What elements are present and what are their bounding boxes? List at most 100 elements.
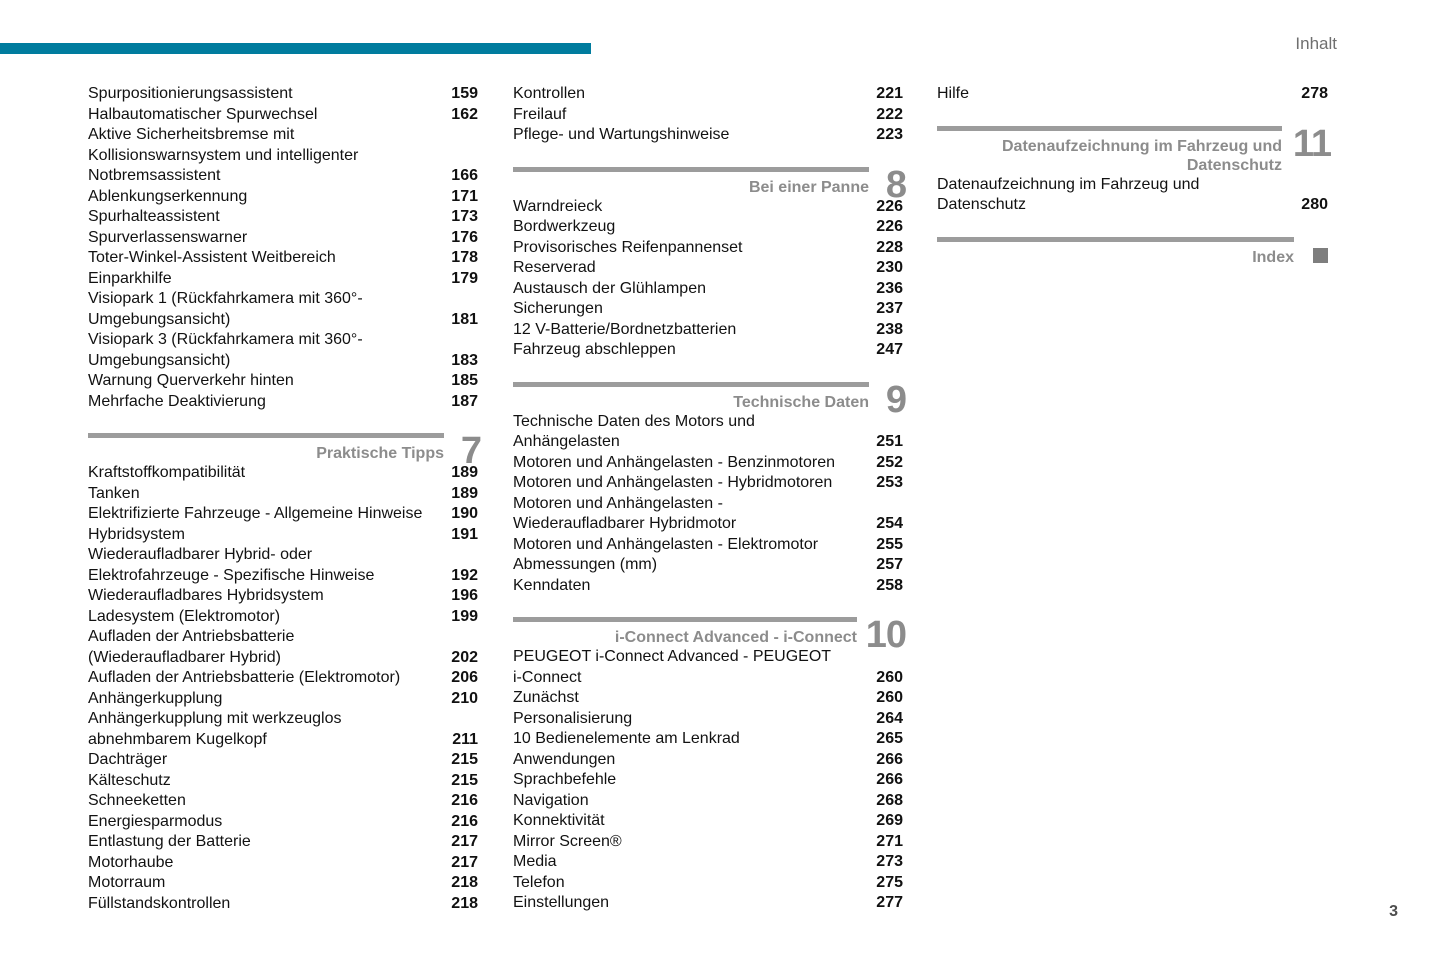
toc-entry[interactable]: Wiederaufladbarer Hybrid- oder Elektrofa…	[88, 545, 478, 586]
toc-entry-page: 178	[451, 249, 478, 266]
toc-entry[interactable]: Warnung Querverkehr hinten 185	[88, 371, 478, 392]
toc-entry[interactable]: Abmessungen (mm) 257	[513, 555, 903, 576]
toc-entry-page: 159	[451, 85, 478, 102]
toc-entry[interactable]: Motorhaube 217	[88, 853, 478, 874]
toc-entry-page: 280	[1301, 196, 1328, 213]
toc-entry[interactable]: Technische Daten des Motors und Anhängel…	[513, 412, 903, 453]
toc-entry-title: Kraftstoffkompatibilität	[88, 464, 246, 481]
toc-entry-title: Warnung Querverkehr hinten	[88, 372, 294, 389]
toc-entry-page: 230	[876, 259, 903, 276]
toc-entry[interactable]: Motoren und Anhängelasten - Wiederauflad…	[513, 494, 903, 535]
toc-entry-title: Media	[513, 853, 557, 870]
toc-entry[interactable]: Motorraum 218	[88, 873, 478, 894]
toc-entry[interactable]: Ladesystem (Elektromotor) 199	[88, 607, 478, 628]
toc-entry[interactable]: Visiopark 1 (Rückfahrkamera mit 360°- Um…	[88, 289, 478, 330]
toc-entry-title: Einstellungen	[513, 894, 610, 911]
toc-entry[interactable]: Tanken 189	[88, 484, 478, 505]
toc-entry[interactable]: Hybridsystem 191	[88, 525, 478, 546]
toc-entry[interactable]: Anhängerkupplung 210	[88, 689, 478, 710]
toc-entry-page: 216	[451, 792, 478, 809]
toc-entry-page: 187	[451, 392, 478, 410]
toc-entry[interactable]: Sprachbefehle 266	[513, 770, 903, 791]
toc-entry-title: Bordwerkzeug	[513, 218, 616, 235]
toc-entry[interactable]: Energiesparmodus 216	[88, 812, 478, 833]
toc-entry-page: 273	[876, 853, 903, 870]
toc-entry-page: 238	[876, 320, 903, 338]
toc-entry[interactable]: Kraftstoffkompatibilität 189	[88, 463, 478, 484]
toc-entry[interactable]: Schneeketten 216	[88, 791, 478, 812]
toc-entry[interactable]: Toter-Winkel-Assistent Weitbereich 178	[88, 248, 478, 269]
toc-entry[interactable]: Bordwerkzeug 226	[513, 217, 903, 238]
toc-entry[interactable]: Datenaufzeichnung im Fahrzeug und Datens…	[937, 175, 1328, 216]
toc-entry[interactable]: Freilauf 222	[513, 105, 903, 126]
toc-entry-page: 189	[451, 464, 478, 481]
toc-entry-title: Technische Daten des Motors und Anhängel…	[513, 412, 755, 451]
toc-entry[interactable]: Aufladen der Antriebsbatterie (Elektromo…	[88, 668, 478, 689]
toc-entry[interactable]: Wiederaufladbares Hybridsystem 196	[88, 586, 478, 607]
toc-entry[interactable]: Reserverad 230	[513, 258, 903, 279]
toc-entry[interactable]: Pflege- und Wartungshinweise 223	[513, 125, 903, 146]
toc-entry[interactable]: Telefon 275	[513, 873, 903, 894]
toc-entry-title: PEUGEOT i-Connect Advanced - PEUGEOT i-C…	[513, 648, 832, 686]
toc-entry-title: Motoren und Anhängelasten - Hybridmotore…	[513, 474, 833, 491]
toc-entry-page: 166	[451, 167, 478, 184]
toc-entry[interactable]: Hilfe 278	[937, 84, 1328, 105]
toc-entry[interactable]: Media 273	[513, 852, 903, 873]
toc-entry[interactable]: Warndreieck 226	[513, 197, 903, 218]
section-title: i-Connect Advanced - i-Connect	[614, 629, 857, 646]
toc-entry[interactable]: Aufladen der Antriebsbatterie (Wiederauf…	[88, 627, 478, 668]
chapter-number: 11	[1292, 122, 1332, 165]
toc-entry[interactable]: Spurverlassenswarner 176	[88, 228, 478, 249]
toc-entry[interactable]: Anwendungen 266	[513, 750, 903, 771]
toc-entry[interactable]: Kontrollen 221	[513, 84, 903, 105]
toc-entry-title: Sprachbefehle	[513, 771, 617, 788]
toc-entry[interactable]: Halbautomatischer Spurwechsel 162	[88, 105, 478, 126]
toc-entry[interactable]: Motoren und Anhängelasten - Benzinmotore…	[513, 453, 903, 474]
toc-entry[interactable]: Motoren und Anhängelasten - Hybridmotore…	[513, 473, 903, 494]
toc-entry-title: Elektrifizierte Fahrzeuge - Allgemeine H…	[88, 505, 423, 522]
toc-entry[interactable]: Ablenkungserkennung 171	[88, 187, 478, 208]
toc-entry[interactable]: Anhängerkupplung mit werkzeuglos abnehmb…	[88, 709, 478, 750]
toc-entry-title: Füllstandskontrollen	[88, 894, 231, 912]
toc-entry[interactable]: PEUGEOT i-Connect Advanced - PEUGEOT i-C…	[513, 647, 903, 688]
toc-entry[interactable]: Einstellungen 277	[513, 893, 903, 914]
toc-entry[interactable]: Provisorisches Reifenpannenset 228	[513, 238, 903, 259]
toc-entry[interactable]: Fahrzeug abschleppen 247	[513, 340, 903, 361]
toc-entry[interactable]: Zunächst 260	[513, 688, 903, 709]
toc-entry-title: Provisorisches Reifenpannenset	[513, 238, 743, 256]
toc-entry[interactable]: Aktive Sicherheitsbremse mit Kollisionsw…	[88, 125, 478, 187]
toc-entry[interactable]: Spurhalteassistent 173	[88, 207, 478, 228]
toc-entry[interactable]: Navigation 268	[513, 791, 903, 812]
toc-entry[interactable]: Füllstandskontrollen 218	[88, 894, 478, 915]
toc-entry-title: Kenndaten	[513, 576, 591, 594]
toc-entry[interactable]: Entlastung der Batterie 217	[88, 832, 478, 853]
toc-entry-page: 191	[451, 525, 478, 543]
toc-entry[interactable]: 10 Bedienelemente am Lenkrad 265	[513, 729, 903, 750]
toc-entry[interactable]: Elektrifizierte Fahrzeuge - Allgemeine H…	[88, 504, 478, 525]
toc-entry-title: Mirror Screen®	[513, 832, 622, 850]
toc-entry[interactable]: Kälteschutz 215	[88, 771, 478, 792]
toc-entry[interactable]: Austausch der Glühlampen 236	[513, 279, 903, 300]
toc-entry-page: 192	[451, 566, 478, 584]
toc-entry[interactable]: Kenndaten 258	[513, 576, 903, 597]
toc-entry[interactable]: Visiopark 3 (Rückfahrkamera mit 360°- Um…	[88, 330, 478, 371]
toc-entry[interactable]: Mirror Screen® 271	[513, 832, 903, 853]
toc-entry[interactable]: Motoren und Anhängelasten - Elektromotor…	[513, 535, 903, 556]
toc-entry[interactable]: Dachträger 215	[88, 750, 478, 771]
toc-entry[interactable]: Einparkhilfe 179	[88, 269, 478, 290]
toc-entry-page: 277	[876, 894, 903, 911]
toc-entry-title: Anhängerkupplung mit werkzeuglos abnehmb…	[88, 710, 342, 748]
toc-entry-page: 236	[876, 279, 903, 297]
toc-entry-page: 255	[876, 535, 903, 553]
toc-entry-title: Kälteschutz	[88, 771, 171, 789]
toc-entry[interactable]: Sicherungen 237	[513, 299, 903, 320]
toc-entry[interactable]: 12 V-Batterie/Bordnetzbatterien 238	[513, 320, 903, 341]
chapter-number: 8	[885, 163, 907, 206]
toc-entry[interactable]: Personalisierung 264	[513, 709, 903, 730]
toc-entry[interactable]: Spurpositionierungsassistent 159	[88, 84, 478, 105]
toc-entry-title: Wiederaufladbares Hybridsystem	[88, 587, 324, 604]
chapter-number: 7	[460, 430, 482, 472]
toc-entry[interactable]: Mehrfache Deaktivierung 187	[88, 392, 478, 413]
toc-entry[interactable]: Konnektivität 269	[513, 811, 903, 832]
toc-entry-page: 162	[451, 105, 478, 123]
